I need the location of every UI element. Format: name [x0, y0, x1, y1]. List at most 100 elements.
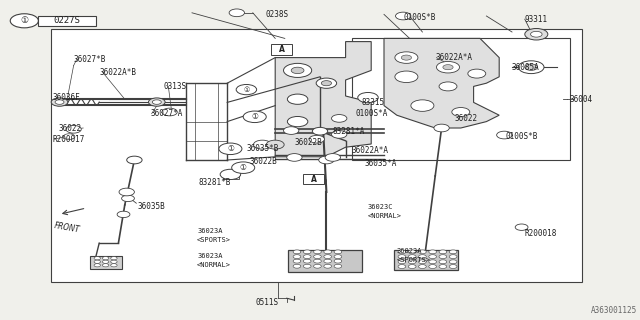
Circle shape	[408, 265, 416, 268]
Circle shape	[525, 28, 548, 40]
Circle shape	[398, 250, 406, 254]
Text: 36022A*A: 36022A*A	[352, 146, 389, 155]
Circle shape	[293, 259, 301, 263]
Circle shape	[531, 31, 542, 37]
Polygon shape	[288, 250, 362, 272]
Circle shape	[439, 255, 447, 259]
Bar	[51, 29, 582, 282]
Text: <SPORTS>: <SPORTS>	[397, 257, 431, 263]
Circle shape	[232, 162, 255, 173]
Polygon shape	[394, 250, 458, 270]
Circle shape	[449, 260, 457, 264]
Circle shape	[411, 100, 434, 111]
Text: 36022A*A: 36022A*A	[435, 53, 472, 62]
Circle shape	[287, 154, 302, 161]
Circle shape	[229, 9, 244, 17]
Text: 0238S: 0238S	[266, 10, 289, 19]
Circle shape	[324, 250, 332, 254]
Circle shape	[439, 260, 447, 264]
Circle shape	[236, 84, 257, 95]
Text: ①: ①	[240, 163, 246, 172]
Text: <NORMAL>: <NORMAL>	[197, 262, 231, 268]
Circle shape	[102, 257, 109, 260]
Circle shape	[419, 255, 426, 259]
Circle shape	[63, 134, 75, 140]
Text: ①: ①	[20, 16, 28, 25]
Circle shape	[314, 264, 321, 268]
Circle shape	[312, 127, 328, 135]
Circle shape	[443, 65, 453, 70]
Circle shape	[319, 156, 334, 164]
Text: 36035*B: 36035*B	[246, 144, 279, 153]
Circle shape	[284, 63, 312, 77]
Text: 93311: 93311	[525, 15, 548, 24]
Text: ①: ①	[243, 87, 250, 92]
Circle shape	[291, 67, 304, 74]
Circle shape	[395, 71, 418, 83]
Circle shape	[287, 94, 308, 104]
Text: 36027*A: 36027*A	[150, 109, 183, 118]
Circle shape	[152, 100, 161, 104]
Circle shape	[419, 260, 426, 264]
Text: 36027*B: 36027*B	[74, 55, 106, 64]
Circle shape	[111, 257, 117, 260]
Circle shape	[303, 255, 311, 259]
Circle shape	[398, 265, 406, 268]
Circle shape	[334, 264, 342, 268]
Circle shape	[419, 265, 426, 268]
Text: 83281*B: 83281*B	[198, 178, 231, 187]
Circle shape	[408, 260, 416, 264]
Text: 36022: 36022	[454, 114, 477, 123]
Circle shape	[102, 260, 109, 263]
Text: 0227S: 0227S	[54, 16, 81, 25]
Circle shape	[449, 265, 457, 268]
Circle shape	[518, 61, 544, 74]
Circle shape	[325, 154, 340, 161]
Circle shape	[55, 100, 64, 104]
Text: 36022B: 36022B	[250, 157, 277, 166]
Text: ①: ①	[252, 112, 258, 121]
Circle shape	[321, 81, 332, 86]
Polygon shape	[275, 42, 371, 157]
Bar	[352, 38, 570, 160]
Bar	[303, 174, 324, 184]
Circle shape	[303, 250, 311, 254]
Circle shape	[439, 265, 447, 268]
Circle shape	[434, 124, 449, 132]
Text: ①: ①	[227, 144, 234, 153]
Circle shape	[324, 255, 332, 259]
Text: FRONT: FRONT	[54, 221, 81, 234]
Circle shape	[401, 55, 412, 60]
Text: 36022B: 36022B	[294, 138, 322, 147]
Circle shape	[127, 156, 142, 164]
Circle shape	[429, 255, 436, 259]
Circle shape	[94, 260, 100, 263]
Circle shape	[293, 264, 301, 268]
Circle shape	[324, 264, 332, 268]
Text: 36085A: 36085A	[512, 63, 540, 72]
Circle shape	[284, 127, 299, 134]
Circle shape	[468, 69, 486, 78]
Text: 36035*A: 36035*A	[365, 159, 397, 168]
Circle shape	[94, 264, 100, 267]
Text: 36022A*B: 36022A*B	[99, 68, 136, 76]
Circle shape	[334, 259, 342, 263]
Text: 36023A: 36023A	[397, 248, 422, 254]
Circle shape	[408, 250, 416, 254]
Circle shape	[122, 195, 134, 202]
Text: A363001125: A363001125	[591, 306, 637, 315]
Text: A: A	[278, 45, 285, 54]
Circle shape	[102, 264, 109, 267]
Circle shape	[395, 52, 418, 63]
Text: 36023C: 36023C	[368, 204, 394, 210]
Circle shape	[324, 259, 332, 263]
Polygon shape	[384, 38, 499, 128]
Circle shape	[309, 135, 324, 143]
Circle shape	[332, 115, 347, 122]
Text: 0100S*B: 0100S*B	[403, 13, 436, 22]
Circle shape	[439, 82, 457, 91]
Circle shape	[436, 61, 460, 73]
Circle shape	[497, 131, 512, 139]
Circle shape	[398, 260, 406, 264]
Text: 0100S*A: 0100S*A	[355, 109, 388, 118]
